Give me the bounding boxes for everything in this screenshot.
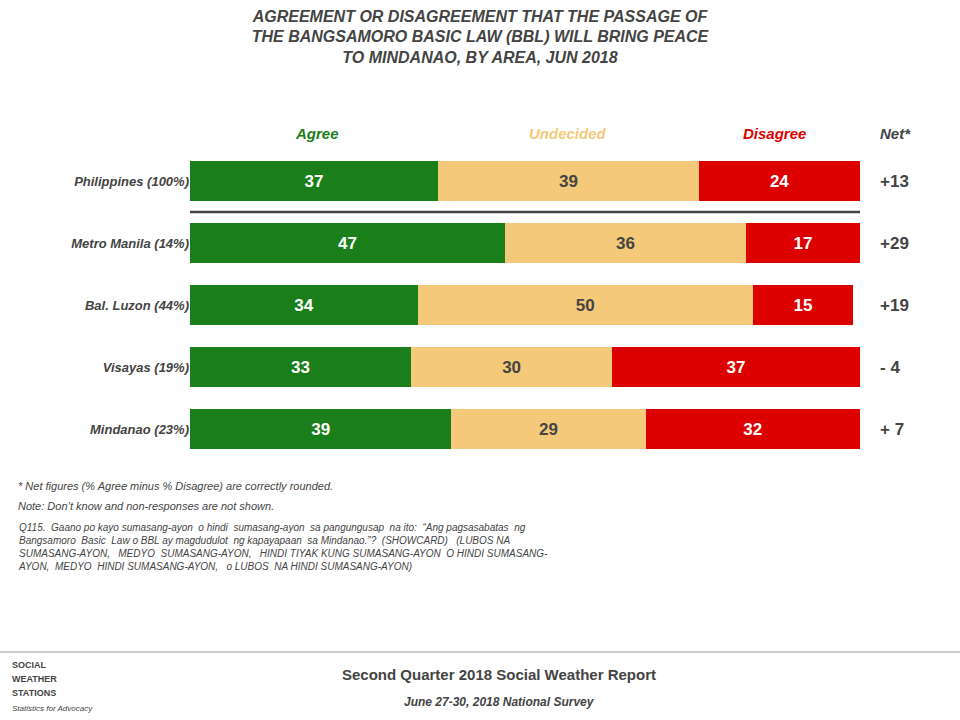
svg-text:39: 39 [559, 172, 578, 191]
svg-text:Undecided: Undecided [529, 125, 607, 142]
svg-text:37: 37 [727, 358, 746, 377]
svg-text:+29: +29 [880, 234, 909, 253]
svg-text:Bal. Luzon (44%): Bal. Luzon (44%) [85, 298, 189, 313]
svg-text:STATIONS: STATIONS [12, 688, 56, 698]
svg-text:33: 33 [291, 358, 310, 377]
svg-text:Q115. Gaano po kayo sumasang-: Q115. Gaano po kayo sumasang-ayon o hind… [18, 522, 548, 572]
svg-text:June 27-30, 2018 National Surv: June 27-30, 2018 National Survey [404, 695, 595, 709]
svg-text:30: 30 [502, 358, 521, 377]
svg-text:WEATHER: WEATHER [12, 674, 57, 684]
svg-text:+19: +19 [880, 296, 909, 315]
svg-text:37: 37 [304, 172, 323, 191]
svg-text:Philippines (100%): Philippines (100%) [74, 174, 189, 189]
svg-text:Disagree: Disagree [743, 125, 806, 142]
svg-text:Metro Manila (14%): Metro Manila (14%) [71, 236, 189, 251]
svg-text:* Net figures (% Agree minus %: * Net figures (% Agree minus % Disagree)… [18, 480, 333, 492]
svg-text:Net*: Net* [880, 125, 911, 142]
svg-text:32: 32 [743, 420, 762, 439]
svg-text:50: 50 [576, 296, 595, 315]
svg-text:Second Quarter 2018 Social Wea: Second Quarter 2018 Social Weather Repor… [342, 666, 656, 683]
svg-text:+ 7: + 7 [880, 420, 904, 439]
svg-text:24: 24 [770, 172, 789, 191]
svg-text:36: 36 [616, 234, 635, 253]
svg-text:34: 34 [294, 296, 313, 315]
svg-text:AGREEMENT OR DISAGREEMENT THAT: AGREEMENT OR DISAGREEMENT THAT THE PASSA… [252, 8, 710, 67]
svg-text:- 4: - 4 [880, 358, 900, 377]
svg-text:+13: +13 [880, 172, 909, 191]
svg-text:Agree: Agree [295, 125, 339, 142]
svg-text:SOCIAL: SOCIAL [12, 660, 47, 670]
svg-text:15: 15 [794, 296, 813, 315]
svg-text:Visayas (19%): Visayas (19%) [103, 360, 189, 375]
svg-text:Statistics for Advocacy: Statistics for Advocacy [12, 704, 93, 713]
svg-text:17: 17 [794, 234, 813, 253]
svg-text:Mindanao (23%): Mindanao (23%) [90, 422, 189, 437]
svg-text:47: 47 [338, 234, 357, 253]
svg-text:Note: Don’t know and non-respo: Note: Don’t know and non-responses are n… [18, 500, 274, 512]
svg-text:29: 29 [539, 420, 558, 439]
svg-text:39: 39 [311, 420, 330, 439]
